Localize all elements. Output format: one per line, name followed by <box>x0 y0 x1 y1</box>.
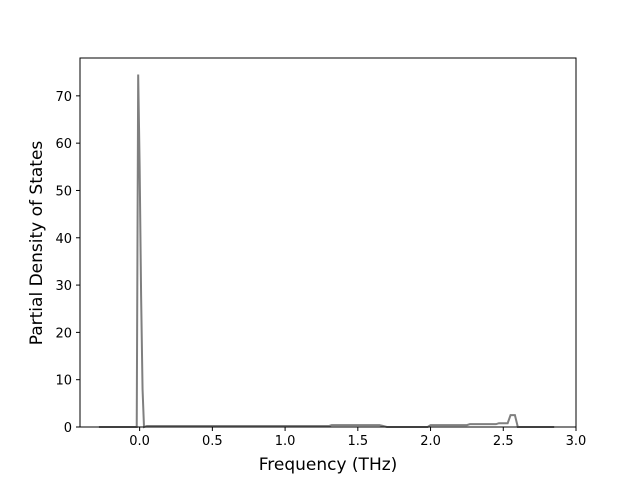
x-axis-title: Frequency (THz) <box>259 455 398 475</box>
x-tick-label: 3.0 <box>566 434 587 449</box>
y-tick-label: 20 <box>55 326 72 341</box>
y-tick-label: 40 <box>55 232 72 247</box>
plot-frame <box>79 57 577 428</box>
y-tick-label: 70 <box>55 90 72 105</box>
x-tick-label: 1.0 <box>275 434 296 449</box>
y-axis-title: Partial Density of States <box>27 141 47 346</box>
y-tick-label: 30 <box>55 279 72 294</box>
x-tick-label: 0.0 <box>129 434 150 449</box>
y-tick-label: 60 <box>55 137 72 152</box>
y-tick-label: 50 <box>55 184 72 199</box>
x-tick-label: 1.5 <box>347 434 368 449</box>
x-tick-label: 2.5 <box>493 434 514 449</box>
line <box>98 74 555 429</box>
x-tick-label: 0.5 <box>202 434 223 449</box>
x-tick-label: 2.0 <box>420 434 441 449</box>
y-tick-label: 10 <box>55 374 72 389</box>
y-tick-label: 0 <box>64 421 72 436</box>
